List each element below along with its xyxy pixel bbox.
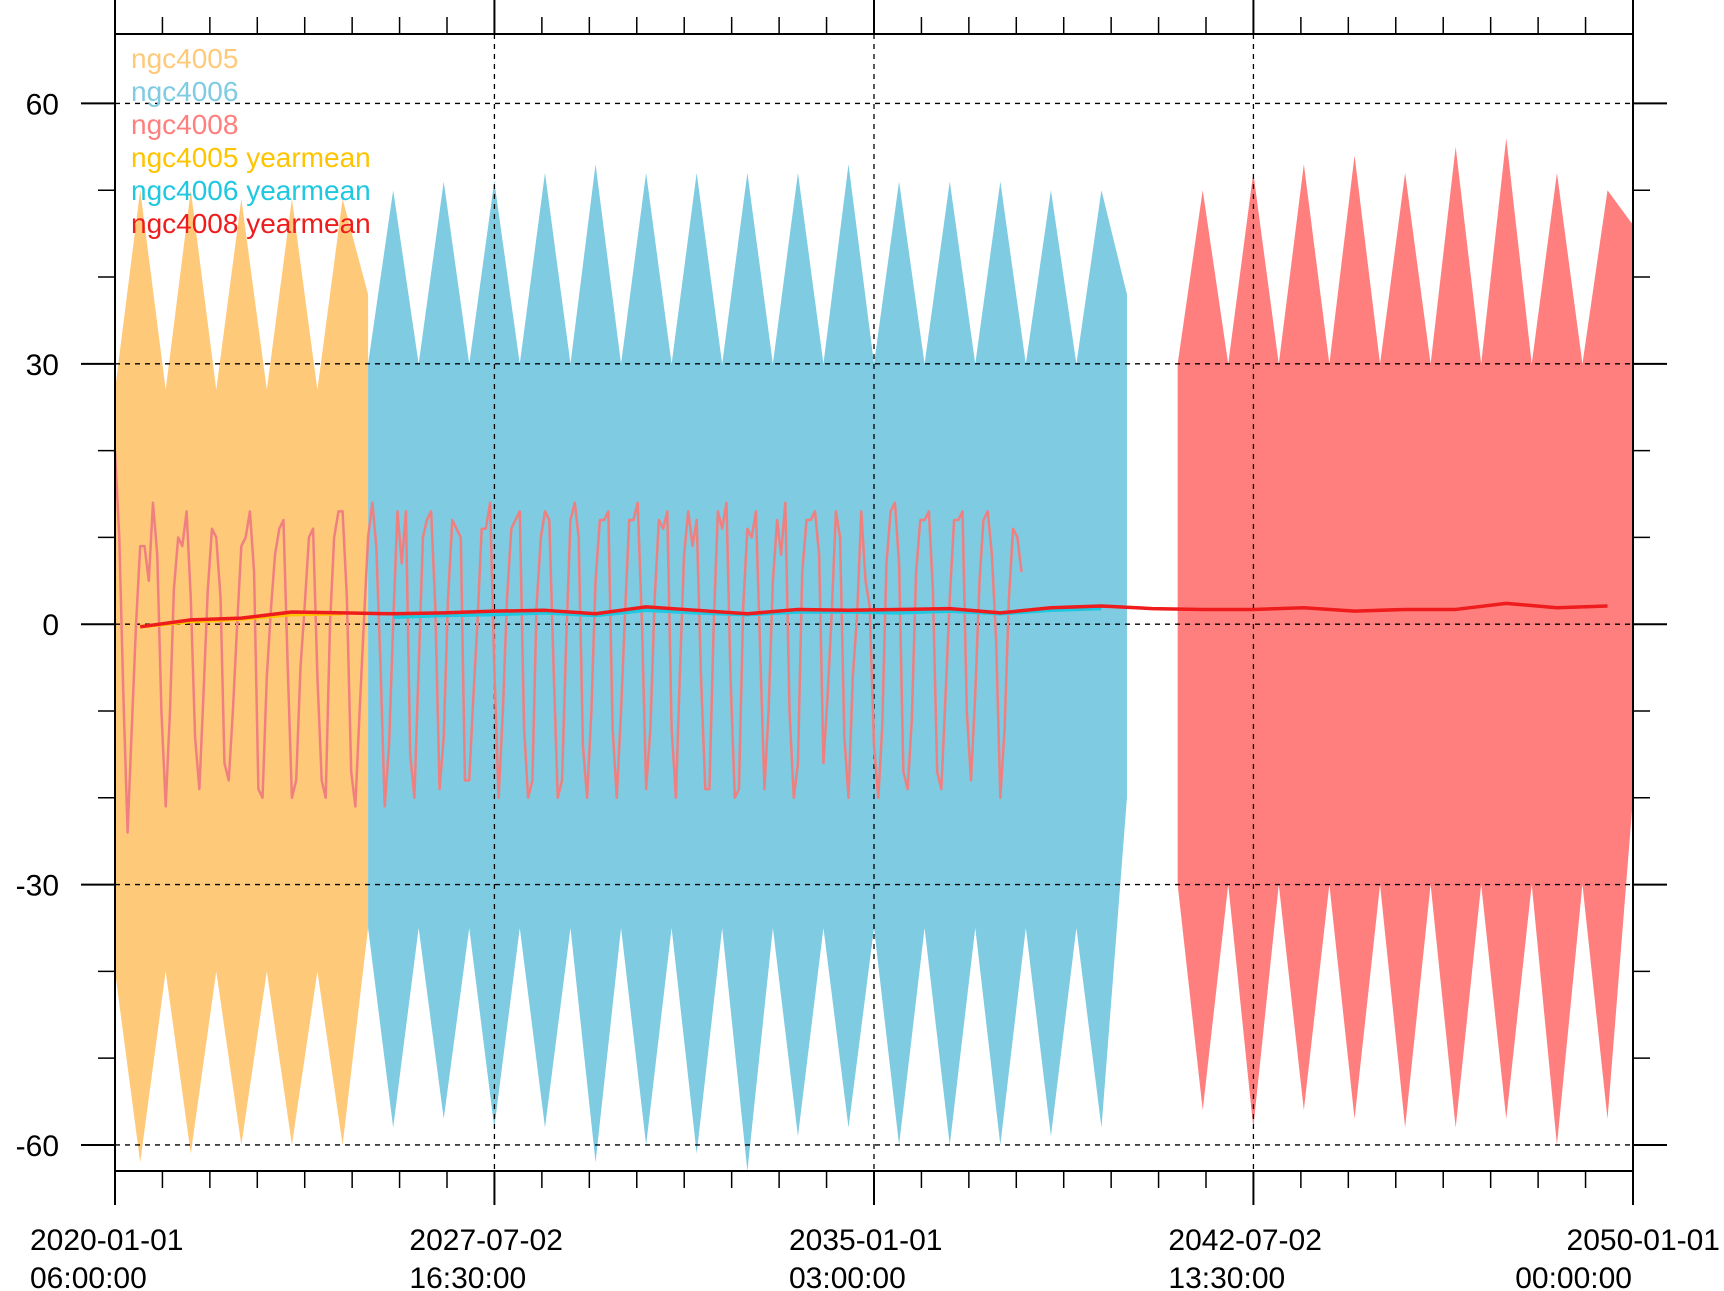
series-line-ngc4008-yearmean: [139, 601, 1608, 629]
series-band-ngc4006: [368, 164, 1127, 1171]
x-tick-label-date: 2050-01-01: [1567, 1224, 1720, 1257]
x-tick-label-date: 2027-07-02: [409, 1224, 562, 1257]
legend-entry: ngc4006 yearmean: [131, 175, 371, 206]
x-tick-label-time: 06:00:00: [30, 1262, 147, 1291]
x-tick-label-date: 2042-07-02: [1168, 1224, 1321, 1257]
y-tick-label: -30: [16, 870, 59, 903]
series-band-ngc4008: [1177, 138, 1633, 1145]
legend-entry: ngc4005 yearmean: [131, 142, 371, 173]
x-tick-label-date: 2020-01-01: [30, 1224, 183, 1257]
x-tick-label-time: 03:00:00: [789, 1262, 906, 1291]
series-band-ngc4005: [115, 190, 369, 1163]
y-tick-label: 30: [26, 349, 59, 382]
x-tick-label-time: 16:30:00: [409, 1262, 526, 1291]
x-tick-label-time: 00:00:00: [1515, 1262, 1632, 1291]
axis-ticks: 60 30 0 -30 -60 2020-01-01 06:00:00 2027-07-02 1…: [16, 0, 1720, 1291]
noisy-series-bands: [115, 138, 1633, 1171]
y-tick-label: -60: [16, 1130, 59, 1163]
x-tick-label-time: 13:30:00: [1168, 1262, 1285, 1291]
x-tick-label-date: 2035-01-01: [789, 1224, 942, 1257]
legend-entry: ngc4008: [131, 109, 238, 140]
series-lines: [113, 450, 1608, 834]
y-tick-label: 60: [26, 88, 59, 121]
gridlines: [114, 34, 1634, 1171]
y-tick-label: 0: [42, 609, 59, 642]
legend-entry: ngc4005: [131, 43, 238, 74]
legend-entry: ngc4006: [131, 76, 238, 107]
legend-entry: ngc4008 yearmean: [131, 208, 371, 239]
monthly-mean-line: [113, 450, 1023, 834]
